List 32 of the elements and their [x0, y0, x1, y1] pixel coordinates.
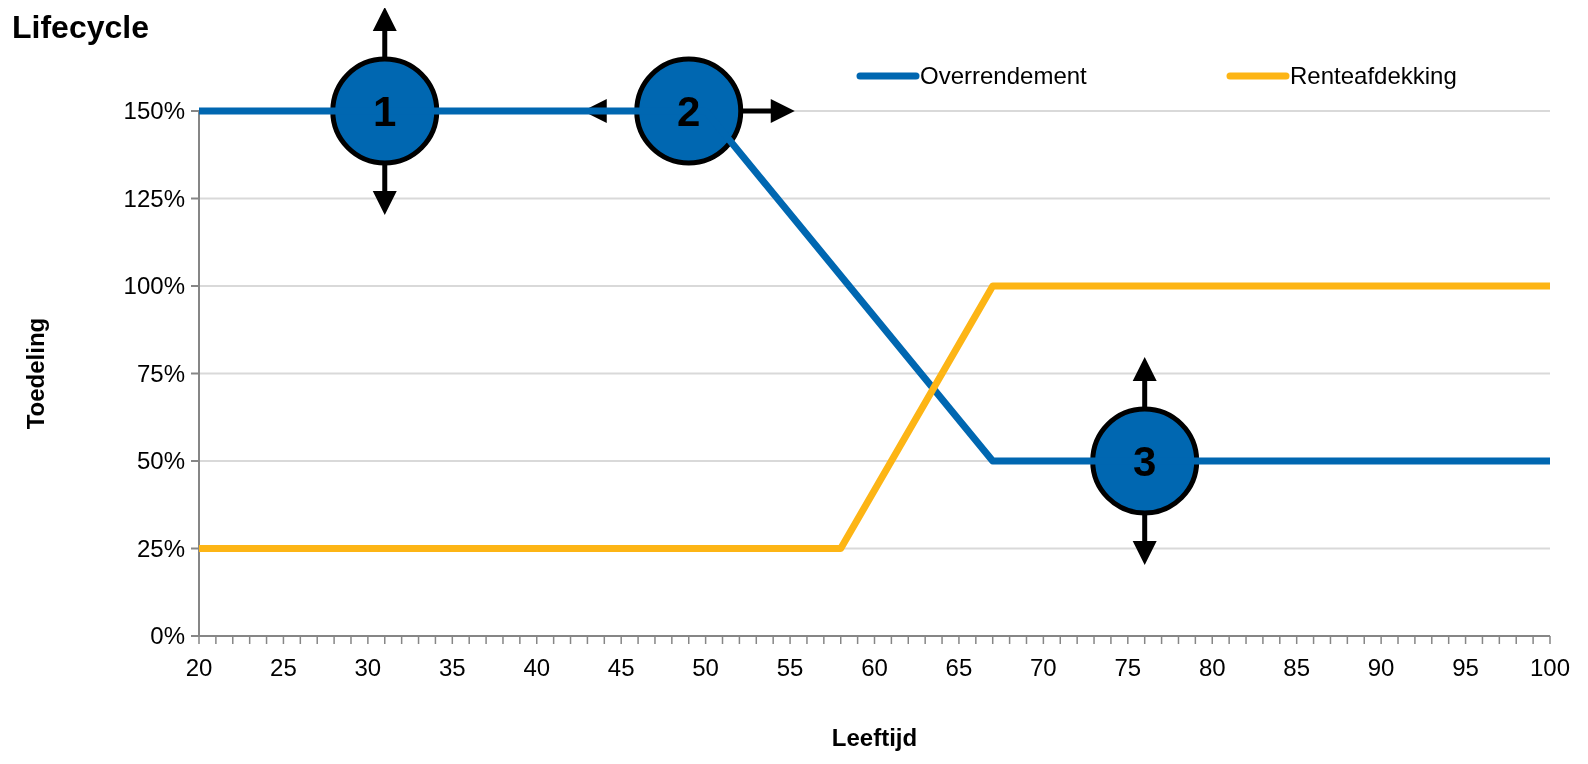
y-tick-label: 75%: [136, 359, 185, 387]
x-tick-label: 25: [270, 654, 297, 681]
y-tick-label: 25%: [136, 534, 185, 562]
x-tick-label: 30: [354, 654, 382, 681]
x-tick-label: 65: [945, 654, 973, 681]
legend-label: Renteafdekking: [1290, 62, 1457, 90]
y-axis-title: Toedeling: [22, 317, 49, 430]
x-tick-label: 95: [1452, 654, 1479, 681]
x-tick-label: 40: [523, 654, 551, 681]
x-tick-label: 85: [1283, 654, 1311, 681]
x-tick-label: 45: [607, 654, 635, 681]
y-tick-label: 150%: [123, 97, 185, 125]
annotation: 3: [1133, 438, 1157, 486]
x-tick-label: 75: [1114, 654, 1142, 681]
x-tick-label: 35: [438, 654, 466, 681]
x-tick-label: 70: [1030, 654, 1057, 681]
annotation: 1: [373, 88, 397, 136]
y-tick-label: 100%: [123, 272, 185, 300]
x-tick-label: 55: [776, 654, 804, 681]
x-tick-label: 20: [185, 654, 213, 681]
legend-label: Overrendement: [920, 62, 1088, 90]
x-tick-label: 100: [1529, 654, 1571, 681]
y-tick-label: 125%: [123, 184, 185, 212]
annotation: 2: [677, 88, 701, 136]
x-tick-label: 80: [1198, 654, 1226, 681]
y-tick-label: 50%: [136, 447, 185, 475]
chart-title: Lifecycle: [12, 9, 149, 45]
x-tick-label: 50: [692, 654, 719, 681]
x-tick-label: 60: [861, 654, 888, 681]
y-tick-label: 0%: [150, 622, 185, 650]
x-axis-title: Leeftijd: [831, 724, 918, 751]
x-tick-label: 90: [1367, 654, 1395, 681]
